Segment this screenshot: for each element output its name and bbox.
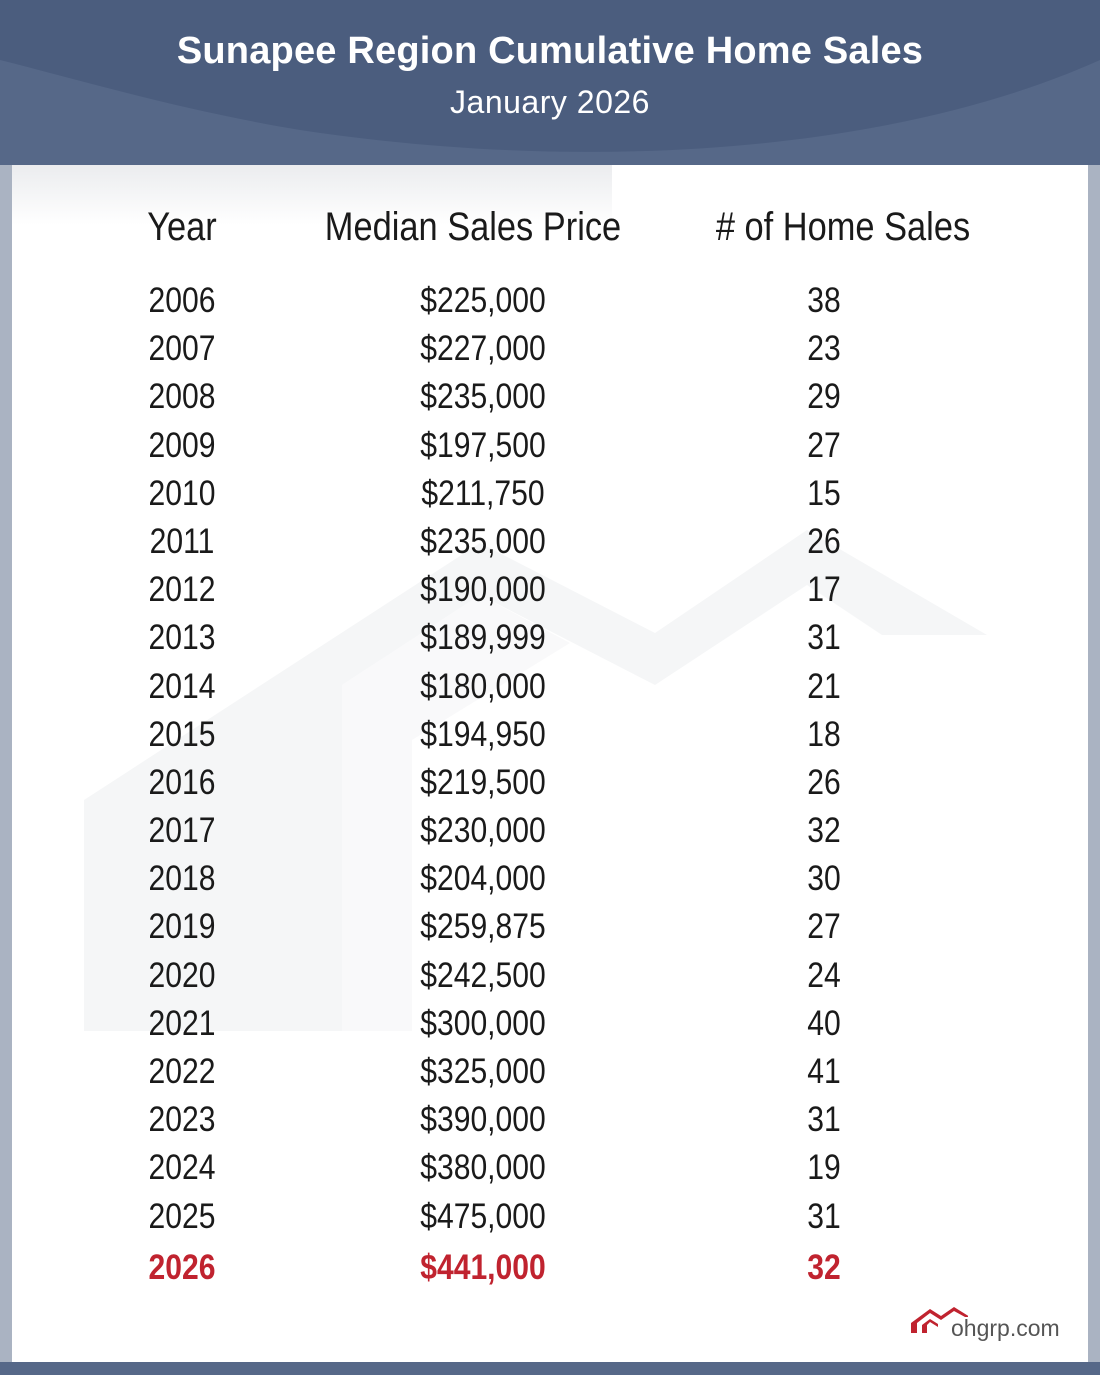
year-cell: 2007 [148,329,216,369]
table-row: 2016 $219,500 26 [0,759,1100,807]
sales-cell: 31 [807,1100,841,1140]
price-cell: $197,500 [420,425,546,465]
sales-cell: 18 [807,714,841,754]
sales-cell: 31 [807,1196,841,1236]
year-cell: 2015 [148,714,216,754]
table-row: 2015 $194,950 18 [0,711,1100,759]
sales-cell: 26 [807,521,841,561]
sales-cell: 21 [807,666,841,706]
ohgrp-logo: ohgrp.com [908,1303,1078,1343]
sales-cell: 32 [807,811,841,851]
sales-cell: 32 [807,1247,841,1287]
sales-cell: 40 [807,1003,841,1043]
table-row: 2018 $204,000 30 [0,855,1100,903]
price-cell: $219,500 [420,762,546,802]
sales-cell: 15 [807,473,841,513]
bottom-bar [0,1362,1100,1375]
sales-cell: 29 [807,377,841,417]
price-cell: $390,000 [420,1100,546,1140]
panel-shadow [12,165,612,225]
sales-cell: 31 [807,618,841,658]
year-cell: 2014 [148,666,216,706]
sales-table-body: 2006 $225,000 38 2007 $227,000 23 2008 $235,000… [0,277,1100,1289]
sales-cell: 17 [807,570,841,610]
table-row: 2022 $325,000 41 [0,1048,1100,1096]
table-row-highlight: 2026 $441,000 32 [0,1241,1100,1289]
year-cell: 2023 [148,1100,216,1140]
price-cell: $204,000 [420,859,546,899]
sales-cell: 30 [807,859,841,899]
table-row: 2025 $475,000 31 [0,1193,1100,1241]
price-cell: $230,000 [420,811,546,851]
content-panel [12,165,1088,1362]
year-cell: 2026 [148,1247,216,1287]
table-row: 2014 $180,000 21 [0,663,1100,711]
year-cell: 2025 [148,1196,216,1236]
price-cell: $194,950 [420,714,546,754]
table-row: 2011 $235,000 26 [0,518,1100,566]
price-cell: $211,750 [421,473,545,513]
year-cell: 2017 [148,811,216,851]
house-watermark-icon [84,530,987,1031]
page-subtitle: January 2026 [450,84,650,120]
house-roof-icon [911,1307,968,1333]
table-row: 2009 $197,500 27 [0,422,1100,470]
table-row: 2021 $300,000 40 [0,1000,1100,1048]
table-row: 2013 $189,999 31 [0,614,1100,662]
price-cell: $180,000 [420,666,546,706]
table-row: 2017 $230,000 32 [0,807,1100,855]
year-cell: 2022 [148,1052,216,1091]
year-cell: 2012 [148,570,216,610]
sales-cell: 26 [807,762,841,802]
table-row: 2007 $227,000 23 [0,325,1100,373]
column-header-year: Year [147,205,217,249]
logo-text: ohgrp.com [951,1315,1060,1341]
price-cell: $235,000 [420,521,546,561]
sales-cell: 24 [807,955,841,995]
year-cell: 2021 [148,1003,216,1043]
year-cell: 2006 [148,281,216,320]
column-header-median-price: Median Sales Price [324,205,622,249]
price-cell: $235,000 [420,377,546,417]
header-wave-decoration [0,0,1100,152]
sales-cell: 27 [807,907,841,947]
header-banner: Sunapee Region Cumulative Home Sales Jan… [0,0,1100,165]
table-row: 2023 $390,000 31 [0,1096,1100,1144]
price-cell: $259,875 [420,907,546,947]
table-row: 2020 $242,500 24 [0,952,1100,1000]
price-cell: $227,000 [420,329,546,369]
price-cell: $190,000 [420,570,546,610]
year-cell: 2008 [148,377,216,417]
year-cell: 2018 [148,859,216,899]
sales-cell: 38 [807,281,841,320]
year-cell: 2019 [148,907,216,947]
year-cell: 2016 [148,762,216,802]
year-cell: 2011 [149,521,215,561]
sales-cell: 41 [807,1052,841,1091]
table-row: 2012 $190,000 17 [0,566,1100,614]
price-cell: $242,500 [420,955,546,995]
price-cell: $380,000 [420,1148,546,1188]
sales-cell: 23 [807,329,841,369]
table-row: 2006 $225,000 38 [0,277,1100,325]
table-row: 2008 $235,000 29 [0,373,1100,421]
column-header-home-sales: # of Home Sales [715,205,971,249]
price-cell: $225,000 [420,281,546,320]
price-cell: $325,000 [420,1052,546,1091]
year-cell: 2009 [148,425,216,465]
sales-cell: 27 [807,425,841,465]
price-cell: $189,999 [420,618,546,658]
sales-cell: 19 [807,1148,841,1188]
year-cell: 2013 [148,618,216,658]
year-cell: 2020 [148,955,216,995]
price-cell: $300,000 [420,1003,546,1043]
price-cell: $475,000 [420,1196,546,1236]
table-row: 2010 $211,750 15 [0,470,1100,518]
price-cell: $441,000 [420,1247,546,1287]
year-cell: 2024 [148,1148,216,1188]
page-title: Sunapee Region Cumulative Home Sales [176,30,924,72]
table-row: 2019 $259,875 27 [0,903,1100,951]
table-row: 2024 $380,000 19 [0,1144,1100,1192]
year-cell: 2010 [148,473,216,513]
